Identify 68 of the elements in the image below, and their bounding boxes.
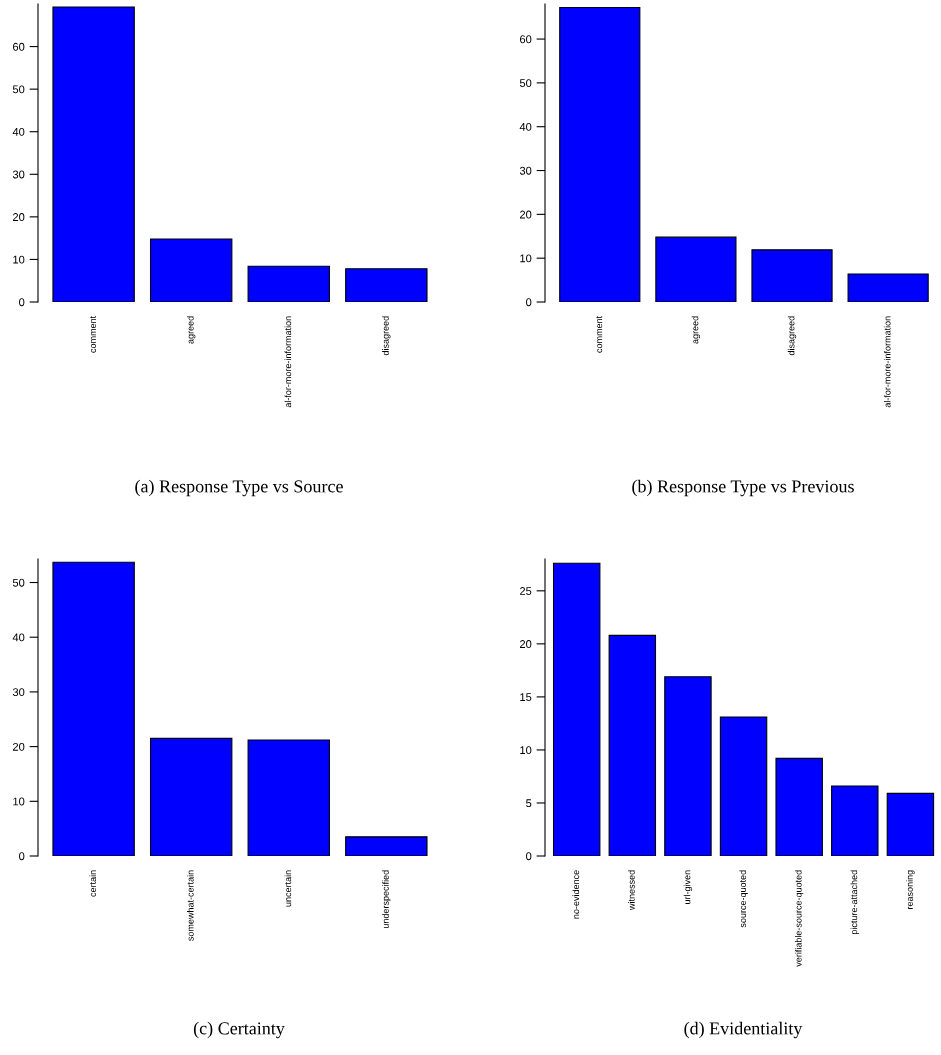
bar — [655, 236, 737, 302]
x-tick-label: no-evidence — [572, 870, 580, 919]
x-tick-label: uncertain — [284, 870, 292, 907]
bar — [847, 273, 929, 302]
x-tick-label: disagreed — [787, 316, 797, 356]
bar — [559, 6, 641, 302]
y-tick-label: 60 — [13, 42, 25, 51]
bar — [345, 268, 428, 302]
text: (c) Certainty — [193, 1021, 285, 1039]
y-tick-label: 0 — [19, 852, 25, 861]
x-tick-label: url-given — [683, 870, 693, 904]
bar — [775, 757, 823, 856]
y-tick-label: 30 — [12, 170, 25, 179]
y-tick-label: 10 — [520, 254, 532, 263]
x-tick-label: al-for-more-information — [883, 316, 891, 408]
bar — [52, 561, 135, 856]
text: (b) Response Type vs Previous — [632, 479, 854, 497]
y-tick-label: 40 — [12, 127, 25, 136]
y-tick-label: 25 — [520, 587, 532, 595]
bar — [751, 249, 833, 302]
x-tick-label: disagreed — [382, 316, 391, 356]
y-tick-label: 0 — [526, 852, 532, 861]
text: (a) Response Type vs Source — [135, 479, 343, 497]
y-tick-label: 30 — [12, 688, 25, 697]
x-tick-label: al-for-more-information — [284, 316, 292, 408]
bar — [247, 265, 330, 302]
y-tick-label: 60 — [520, 35, 532, 44]
y-tick-label: 0 — [526, 298, 532, 307]
x-tick-label: agreed — [186, 316, 196, 344]
y-tick-label: 40 — [12, 633, 25, 642]
bar — [247, 739, 330, 856]
y-tick-label: 10 — [520, 746, 532, 755]
x-tick-label: verifiable-source-quoted — [794, 870, 804, 967]
y-tick-label: 15 — [520, 693, 532, 702]
bar — [345, 836, 428, 856]
bar — [552, 562, 601, 856]
y-tick-label: 40 — [519, 122, 532, 131]
x-tick-label: certain — [89, 870, 97, 897]
x-tick-label: source-quoted — [739, 870, 748, 928]
bar — [149, 238, 233, 302]
y-tick-label: 20 — [13, 742, 25, 751]
x-tick-label: underspecified — [382, 870, 391, 929]
x-tick-label: picture-attached — [850, 870, 859, 935]
x-tick-label: agreed — [691, 316, 701, 344]
bar — [608, 634, 657, 856]
bar — [52, 6, 135, 302]
x-tick-label: comment — [596, 315, 603, 353]
bar — [664, 676, 712, 856]
bar — [831, 785, 879, 856]
y-tick-label: 50 — [12, 578, 25, 587]
y-tick-label: 50 — [12, 85, 25, 94]
y-tick-label: 0 — [19, 298, 25, 307]
bar — [719, 716, 768, 856]
y-tick-label: 10 — [13, 797, 25, 806]
bar — [886, 792, 935, 856]
y-tick-label: 10 — [13, 255, 25, 264]
x-tick-label: comment — [90, 315, 97, 353]
x-tick-label: reasoning — [906, 870, 915, 909]
bar — [149, 737, 233, 856]
y-tick-label: 20 — [520, 210, 532, 219]
y-tick-label: 20 — [520, 640, 532, 648]
y-tick-label: 5 — [526, 799, 532, 808]
x-tick-label: somewhat-certain — [186, 870, 194, 941]
y-tick-label: 50 — [519, 79, 532, 88]
y-tick-label: 30 — [519, 166, 532, 175]
text: (d) Evidentiality — [684, 1021, 803, 1039]
y-tick-label: 20 — [13, 213, 25, 221]
x-tick-label: witnessed — [628, 870, 635, 911]
